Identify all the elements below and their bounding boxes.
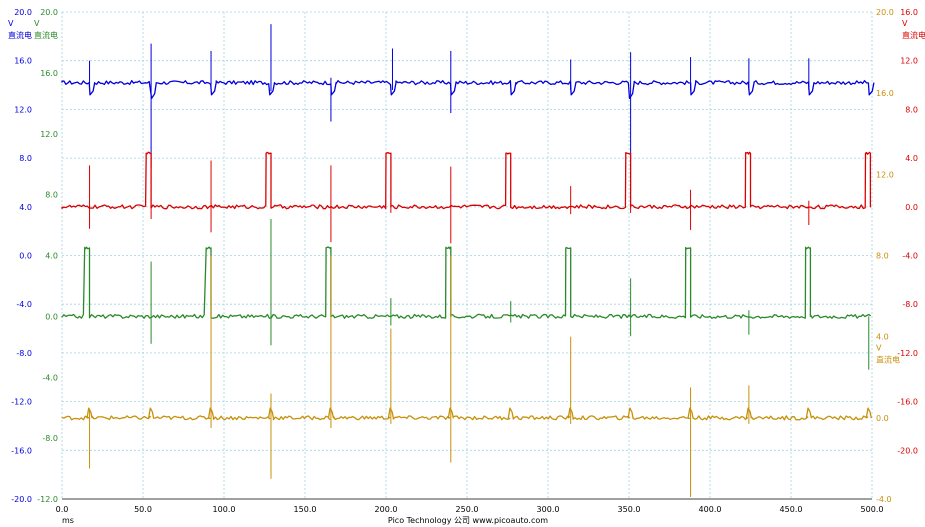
y-tick-label-green: -8.0	[42, 434, 58, 443]
y-axis-label-blue: 直流电	[8, 30, 32, 40]
y-tick-label-gold: 20.0	[876, 8, 894, 17]
y-tick-label-green: 20.0	[40, 8, 58, 17]
trace-blue	[61, 80, 875, 100]
y-tick-label-green: -12.0	[37, 495, 58, 504]
y-axis-label-green: 直流电	[34, 30, 58, 40]
y-unit-green: V	[34, 19, 40, 28]
y-tick-label-red: 0.0	[905, 203, 918, 212]
trace-red	[61, 151, 872, 210]
y-tick-label-red: -8.0	[902, 300, 918, 309]
y-tick-label-gold: 4.0	[876, 333, 889, 342]
y-tick-label-green: 12.0	[40, 130, 58, 139]
y-tick-label-blue: -12.0	[11, 398, 32, 407]
y-tick-label-red: 16.0	[900, 8, 918, 17]
chart-footer: Pico Technology 公司 www.picoauto.com	[388, 516, 548, 525]
y-tick-label-blue: -4.0	[16, 300, 32, 309]
y-tick-label-blue: -16.0	[11, 446, 32, 455]
chart-traces	[61, 24, 875, 497]
y-tick-label-green: 16.0	[40, 69, 58, 78]
x-tick-label: 200.0	[375, 505, 398, 514]
y-tick-label-red: -16.0	[897, 398, 918, 407]
y-tick-label-red: -12.0	[897, 349, 918, 358]
y-tick-label-gold: 0.0	[876, 414, 889, 423]
y-tick-label-green: 4.0	[45, 252, 58, 261]
y-tick-label-gold: 8.0	[876, 252, 889, 261]
y-tick-label-green: 0.0	[45, 312, 58, 321]
x-tick-label: 100.0	[213, 505, 236, 514]
x-tick-label: 500.0	[861, 505, 884, 514]
y-unit-gold: V	[876, 344, 882, 353]
y-tick-label-blue: -20.0	[11, 495, 32, 504]
y-tick-label-red: -4.0	[902, 252, 918, 261]
y-tick-label-blue: 12.0	[14, 105, 32, 114]
y-tick-label-red: 4.0	[905, 154, 918, 163]
x-tick-label: 150.0	[294, 505, 317, 514]
x-tick-label: 50.0	[134, 505, 152, 514]
y-tick-label-gold: -4.0	[876, 495, 892, 504]
y-tick-label-red: -20.0	[897, 446, 918, 455]
x-tick-label: 250.0	[456, 505, 479, 514]
x-tick-label: 450.0	[780, 505, 803, 514]
chart-axes: 0.0 50.0 100.0 150.0 200.0 250.0 300.0 350.0 400…	[8, 8, 925, 514]
trace-gold	[61, 407, 872, 421]
x-tick-label: 350.0	[618, 505, 641, 514]
x-tick-label: 400.0	[699, 505, 722, 514]
y-tick-label-blue: 8.0	[19, 154, 32, 163]
y-tick-label-blue: -8.0	[16, 349, 32, 358]
y-tick-label-blue: 0.0	[19, 252, 32, 261]
chart-grid	[61, 11, 873, 500]
y-tick-label-blue: 20.0	[14, 8, 32, 17]
y-axis-label-gold: 直流电	[876, 355, 900, 365]
y-tick-label-blue: 4.0	[19, 203, 32, 212]
x-axis-unit: ms	[62, 516, 74, 525]
y-unit-red: V	[902, 19, 908, 28]
trace-green	[61, 246, 872, 319]
x-tick-label: 300.0	[537, 505, 560, 514]
y-tick-label-green: 8.0	[45, 191, 58, 200]
y-tick-label-green: -4.0	[42, 373, 58, 382]
y-tick-label-red: 8.0	[905, 105, 918, 114]
y-axis-label-red: 直流电	[902, 30, 925, 40]
x-tick-label: 0.0	[56, 505, 69, 514]
y-tick-label-red: 12.0	[900, 57, 918, 66]
y-tick-label-blue: 16.0	[14, 57, 32, 66]
y-unit-blue: V	[8, 19, 14, 28]
y-tick-label-gold: 12.0	[876, 170, 894, 179]
y-tick-label-gold: 16.0	[876, 89, 894, 98]
